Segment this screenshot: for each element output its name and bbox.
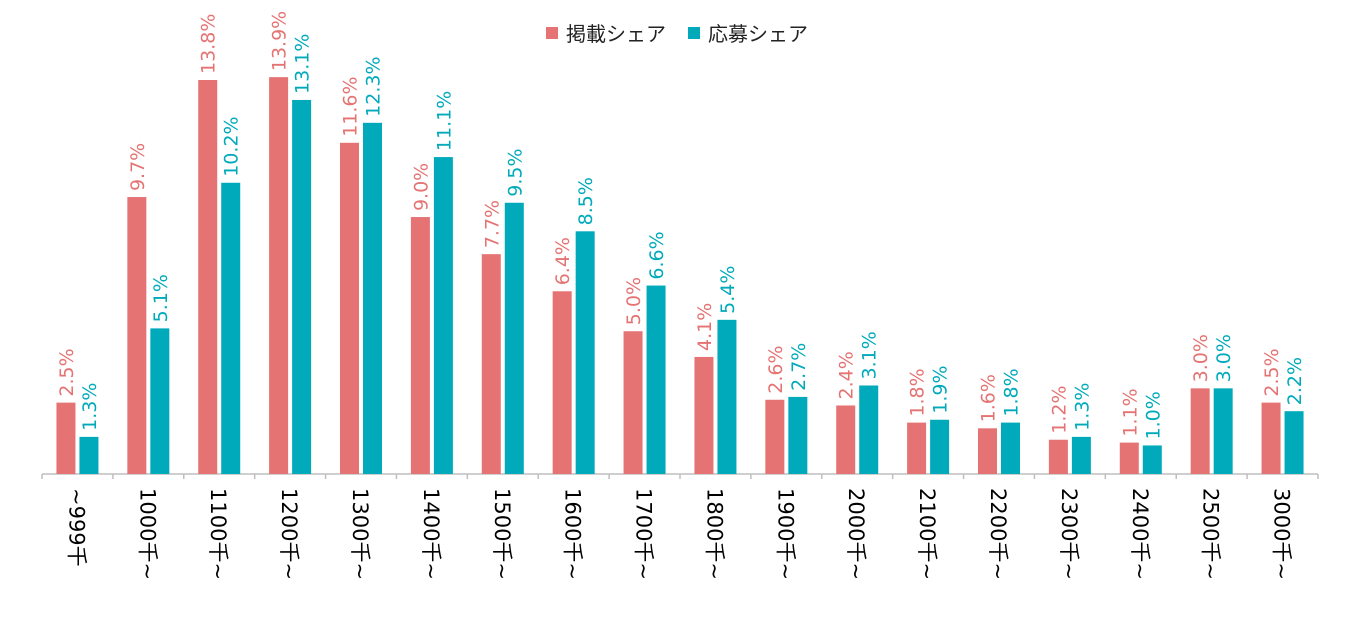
bar-listing-share-14 [1048,439,1068,474]
data-label-application-share-17: 2.2% [1284,357,1306,405]
data-label-application-share-3: 13.1% [292,34,314,94]
data-label-listing-share-6: 7.7% [481,200,503,248]
data-label-application-share-10: 2.7% [788,343,810,391]
bar-application-share-1 [150,328,170,474]
bar-application-share-14 [1071,436,1091,474]
bar-listing-share-0 [56,402,76,474]
bar-application-share-6 [504,202,524,475]
data-label-application-share-0: 1.3% [79,383,101,431]
x-tick-label-13: 2200千~ [986,488,1010,580]
legend-label-listing-share: 掲載シェア [566,22,666,46]
bar-listing-share-12 [907,422,927,474]
bar-application-share-4 [363,122,382,475]
x-tick-label-16: 2500千~ [1199,488,1223,580]
x-tick-label-2: 1100千~ [206,488,230,580]
x-tick-label-4: 1300千~ [348,488,372,580]
legend-label-application-share: 応募シェア [708,22,808,46]
bar-application-share-9 [717,319,737,474]
bar-application-share-10 [788,396,808,474]
bar-application-share-13 [1001,422,1020,474]
data-label-listing-share-7: 6.4% [552,237,574,285]
bar-listing-share-1 [127,197,147,474]
x-tick-label-6: 1500千~ [490,488,514,580]
data-label-listing-share-14: 1.2% [1048,385,1070,433]
bar-listing-share-6 [481,254,501,474]
data-label-application-share-1: 5.1% [150,274,172,322]
data-label-listing-share-1: 9.7% [127,143,149,191]
bar-listing-share-7 [552,291,572,474]
data-label-listing-share-17: 2.5% [1261,348,1283,396]
bar-listing-share-3 [269,77,289,474]
data-label-application-share-4: 12.3% [363,56,385,116]
bar-listing-share-9 [694,356,714,474]
legend: 掲載シェア 応募シェア [0,18,1354,47]
bar-listing-share-4 [340,142,359,475]
bar-listing-share-17 [1261,402,1281,474]
data-label-listing-share-5: 9.0% [410,163,432,211]
x-tick-label-3: 1200千~ [277,488,301,580]
bar-application-share-12 [930,419,950,474]
legend-item-application-share: 応募シェア [688,18,808,47]
x-tick-label-9: 1800千~ [702,488,726,580]
bar-application-share-7 [575,231,595,474]
data-label-listing-share-15: 1.1% [1119,388,1141,436]
data-label-listing-share-12: 1.8% [907,368,929,416]
data-label-application-share-12: 1.9% [930,365,952,413]
data-label-application-share-15: 1.0% [1142,391,1164,439]
bar-listing-share-2 [198,79,218,474]
bar-listing-share-10 [765,399,785,474]
x-tick-label-10: 1900千~ [773,488,797,580]
bar-application-share-8 [646,285,666,474]
bar-application-share-0 [79,436,99,474]
bar-listing-share-5 [410,217,430,474]
data-label-listing-share-11: 2.4% [836,351,858,399]
data-label-listing-share-10: 2.6% [765,345,787,393]
data-label-listing-share-13: 1.6% [978,374,1000,422]
bar-listing-share-11 [836,405,856,474]
data-label-application-share-5: 11.1% [433,91,455,151]
legend-swatch-application-share [688,26,700,39]
x-tick-label-5: 1400千~ [419,488,443,580]
x-tick-label-15: 2400千~ [1128,488,1152,580]
x-tick-label-14: 2300千~ [1057,488,1081,580]
data-label-application-share-16: 3.0% [1213,334,1235,382]
bar-application-share-15 [1142,445,1162,474]
data-label-application-share-9: 5.4% [717,266,739,314]
data-label-application-share-13: 1.8% [1001,368,1023,416]
data-label-application-share-11: 3.1% [859,331,881,379]
data-label-listing-share-16: 3.0% [1190,334,1212,382]
data-label-application-share-14: 1.3% [1071,383,1093,431]
x-tick-label-17: 3000千~ [1270,488,1294,580]
data-label-listing-share-2: 13.8% [198,14,220,74]
bar-listing-share-15 [1119,442,1139,474]
bar-listing-share-16 [1190,388,1210,474]
data-label-application-share-7: 8.5% [575,177,597,225]
data-label-listing-share-4: 11.6% [340,76,362,136]
bar-application-share-3 [292,99,312,474]
bar-listing-share-13 [978,428,997,474]
data-label-listing-share-3: 13.9% [269,11,291,71]
data-label-application-share-2: 10.2% [221,116,243,176]
data-label-application-share-6: 9.5% [504,148,526,196]
bar-application-share-17 [1284,411,1304,474]
bar-application-share-2 [221,182,241,475]
bar-application-share-5 [433,157,453,474]
legend-swatch-listing-share [546,26,558,39]
data-label-listing-share-8: 5.0% [623,277,645,325]
x-tick-label-0: ~999千 [64,488,88,567]
data-label-listing-share-0: 2.5% [56,348,78,396]
x-tick-label-11: 2000千~ [844,488,868,580]
data-label-listing-share-9: 4.1% [694,303,716,351]
legend-item-listing-share: 掲載シェア [546,18,666,47]
bar-application-share-16 [1213,388,1233,474]
data-label-application-share-8: 6.6% [646,231,668,279]
x-tick-label-8: 1700千~ [632,488,656,580]
x-tick-label-1: 1000千~ [135,488,159,580]
x-tick-label-12: 2100千~ [915,488,939,580]
bar-listing-share-8 [623,331,643,474]
x-tick-label-7: 1600千~ [561,488,585,580]
bar-application-share-11 [859,385,879,474]
